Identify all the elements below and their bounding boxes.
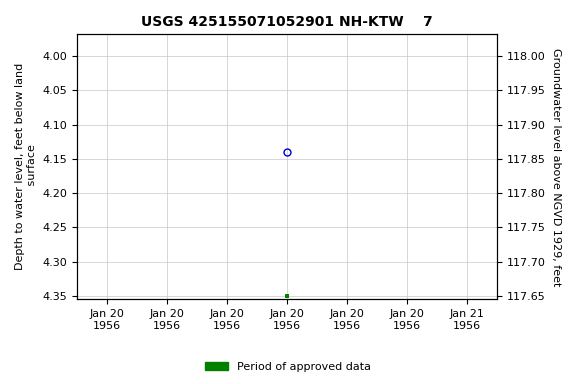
Title: USGS 425155071052901 NH-KTW    7: USGS 425155071052901 NH-KTW 7 [141,15,433,29]
Legend: Period of approved data: Period of approved data [201,358,375,377]
Y-axis label: Groundwater level above NGVD 1929, feet: Groundwater level above NGVD 1929, feet [551,48,561,286]
Y-axis label: Depth to water level, feet below land
 surface: Depth to water level, feet below land su… [15,63,37,270]
